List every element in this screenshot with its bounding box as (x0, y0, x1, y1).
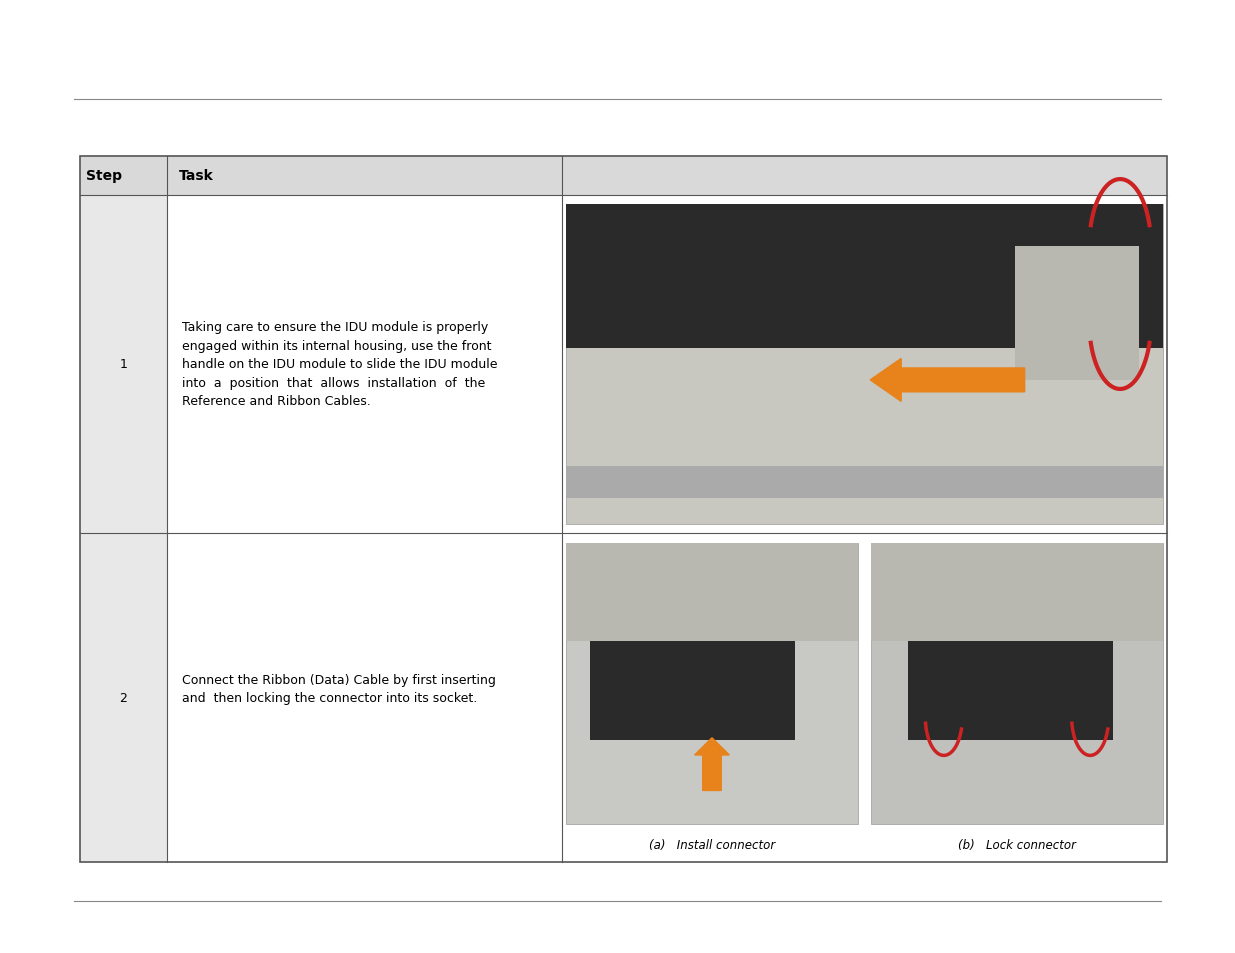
Text: (b)   Lock connector: (b) Lock connector (958, 838, 1076, 851)
Text: Step: Step (86, 170, 122, 183)
FancyArrow shape (694, 738, 729, 791)
FancyBboxPatch shape (871, 543, 1163, 641)
FancyBboxPatch shape (566, 205, 1163, 349)
FancyBboxPatch shape (566, 467, 1163, 498)
FancyArrow shape (871, 359, 1025, 402)
FancyBboxPatch shape (871, 543, 1163, 824)
FancyBboxPatch shape (566, 543, 858, 641)
Text: 1: 1 (120, 358, 127, 371)
FancyBboxPatch shape (80, 534, 1167, 862)
FancyBboxPatch shape (590, 641, 795, 740)
FancyBboxPatch shape (566, 205, 1163, 524)
Text: Task: Task (179, 170, 214, 183)
Text: Connect the Ribbon (Data) Cable by first inserting
and  then locking the connect: Connect the Ribbon (Data) Cable by first… (182, 673, 495, 704)
Text: 2: 2 (120, 692, 127, 704)
FancyBboxPatch shape (566, 543, 858, 824)
FancyBboxPatch shape (1015, 247, 1139, 380)
FancyBboxPatch shape (80, 195, 1167, 534)
FancyBboxPatch shape (908, 641, 1113, 740)
FancyBboxPatch shape (80, 195, 167, 534)
FancyBboxPatch shape (80, 157, 1167, 195)
Text: (a)   Install connector: (a) Install connector (648, 838, 776, 851)
Text: Taking care to ensure the IDU module is properly
engaged within its internal hou: Taking care to ensure the IDU module is … (182, 321, 496, 408)
FancyBboxPatch shape (80, 534, 167, 862)
